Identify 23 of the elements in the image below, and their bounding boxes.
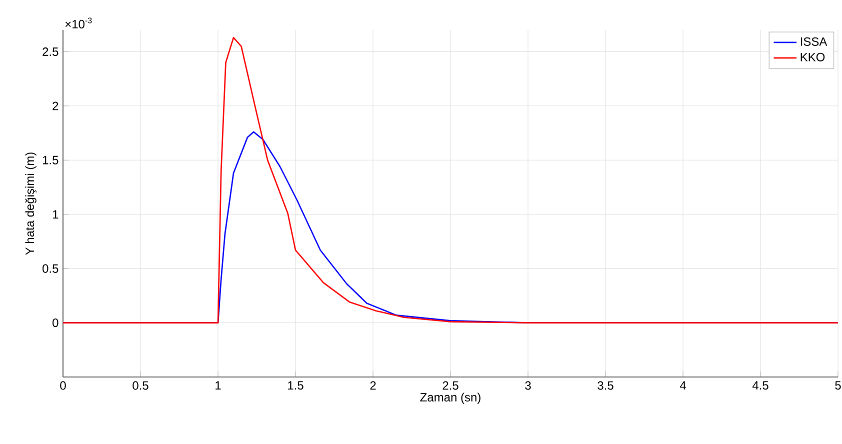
x-tick-label: 4.5: [752, 381, 768, 390]
x-tick-label: 4: [680, 381, 686, 390]
x-tick-label: 0: [60, 381, 66, 390]
x-tick-label: 3.5: [598, 381, 614, 390]
x-tick-label: 0.5: [132, 381, 148, 390]
y-tick-label: 2: [52, 102, 58, 110]
x-tick-label: 2: [370, 381, 376, 390]
line-series: [62, 36, 839, 324]
x-tick-label: 2.5: [442, 381, 458, 390]
y-axis-title: Y hata değişimi (m): [25, 152, 36, 255]
x-tick-label: 3: [525, 381, 531, 390]
x-axis-title: Zaman (sn): [420, 392, 480, 404]
y-tick-label: 0.5: [42, 264, 58, 273]
x-tick-label: 5: [835, 381, 841, 390]
y-tick-label: 0: [52, 318, 58, 328]
legend-label: KKO: [800, 52, 825, 62]
y-tick-label: 2.5: [42, 47, 58, 56]
x-tick-label: 1: [216, 381, 221, 390]
legend-label: ISSA: [800, 37, 828, 46]
y-tick-label: 1: [52, 210, 58, 218]
text: ×10$^{-3}$: [65, 18, 92, 28]
x-tick-label: 1.5: [288, 381, 304, 390]
y-tick-label: 1.5: [42, 156, 58, 164]
